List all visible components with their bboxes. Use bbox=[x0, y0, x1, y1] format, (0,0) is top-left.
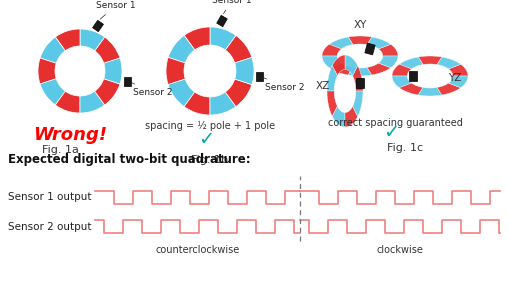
Wedge shape bbox=[80, 91, 105, 113]
Text: ✓: ✓ bbox=[383, 123, 399, 142]
Text: correct spacing guaranteed: correct spacing guaranteed bbox=[328, 118, 463, 128]
Polygon shape bbox=[353, 65, 363, 91]
Text: spacing = ½ pole + 1 pole: spacing = ½ pole + 1 pole bbox=[145, 121, 275, 131]
Wedge shape bbox=[104, 58, 122, 84]
Polygon shape bbox=[399, 83, 423, 95]
Polygon shape bbox=[437, 57, 461, 69]
Text: Sensor 2: Sensor 2 bbox=[130, 82, 173, 97]
Text: Fig. 1a: Fig. 1a bbox=[42, 145, 78, 155]
Polygon shape bbox=[399, 57, 423, 69]
Bar bbox=[257, 71, 264, 80]
Polygon shape bbox=[332, 106, 345, 127]
Bar bbox=[365, 43, 375, 55]
Bar bbox=[125, 76, 131, 85]
Wedge shape bbox=[80, 29, 105, 51]
Wedge shape bbox=[210, 27, 236, 50]
Wedge shape bbox=[55, 91, 80, 113]
Text: Fig. 1c: Fig. 1c bbox=[387, 143, 423, 153]
Polygon shape bbox=[322, 44, 342, 56]
Wedge shape bbox=[184, 27, 210, 50]
Text: Sensor 1: Sensor 1 bbox=[212, 0, 252, 14]
Bar bbox=[409, 71, 417, 81]
Polygon shape bbox=[379, 56, 398, 68]
Wedge shape bbox=[210, 92, 236, 115]
Polygon shape bbox=[448, 76, 468, 88]
Polygon shape bbox=[392, 64, 412, 76]
Polygon shape bbox=[448, 64, 468, 76]
Polygon shape bbox=[418, 56, 442, 65]
Wedge shape bbox=[40, 37, 65, 63]
Polygon shape bbox=[353, 91, 363, 116]
Polygon shape bbox=[437, 83, 461, 95]
Text: Sensor 1 output: Sensor 1 output bbox=[8, 192, 92, 203]
Bar bbox=[356, 78, 364, 88]
Wedge shape bbox=[225, 35, 252, 63]
Wedge shape bbox=[166, 57, 185, 85]
Wedge shape bbox=[235, 57, 254, 85]
Wedge shape bbox=[95, 37, 120, 63]
Text: Sensor 2 output: Sensor 2 output bbox=[8, 221, 92, 232]
Polygon shape bbox=[379, 44, 398, 56]
Polygon shape bbox=[367, 63, 391, 75]
Polygon shape bbox=[329, 63, 353, 75]
Polygon shape bbox=[327, 65, 337, 91]
Polygon shape bbox=[322, 56, 342, 68]
Text: Wrong!: Wrong! bbox=[33, 126, 107, 144]
Text: Sensor 2: Sensor 2 bbox=[263, 77, 304, 92]
Polygon shape bbox=[367, 37, 391, 49]
Wedge shape bbox=[184, 92, 210, 115]
Text: clockwise: clockwise bbox=[377, 245, 423, 255]
Text: Expected digital two-bit quadrature:: Expected digital two-bit quadrature: bbox=[8, 153, 250, 166]
Polygon shape bbox=[348, 67, 372, 76]
Bar bbox=[217, 15, 228, 27]
Wedge shape bbox=[168, 79, 195, 106]
Text: counterclockwise: counterclockwise bbox=[155, 245, 240, 255]
Polygon shape bbox=[329, 37, 353, 49]
Wedge shape bbox=[225, 79, 252, 106]
Polygon shape bbox=[332, 55, 345, 76]
Bar bbox=[93, 20, 103, 32]
Wedge shape bbox=[55, 29, 80, 51]
Wedge shape bbox=[168, 35, 195, 63]
Text: XY: XY bbox=[353, 20, 366, 30]
Wedge shape bbox=[40, 79, 65, 105]
Text: Fig. 1b: Fig. 1b bbox=[191, 155, 229, 165]
Text: ✓: ✓ bbox=[198, 130, 214, 149]
Text: Sensor 1: Sensor 1 bbox=[96, 1, 136, 19]
Polygon shape bbox=[348, 36, 372, 45]
Polygon shape bbox=[345, 106, 358, 127]
Polygon shape bbox=[327, 91, 337, 116]
Polygon shape bbox=[392, 76, 412, 88]
Wedge shape bbox=[95, 79, 120, 105]
Wedge shape bbox=[38, 58, 56, 84]
Text: XZ: XZ bbox=[316, 81, 330, 91]
Polygon shape bbox=[345, 55, 358, 76]
Polygon shape bbox=[418, 87, 442, 96]
Text: YZ: YZ bbox=[448, 73, 462, 83]
